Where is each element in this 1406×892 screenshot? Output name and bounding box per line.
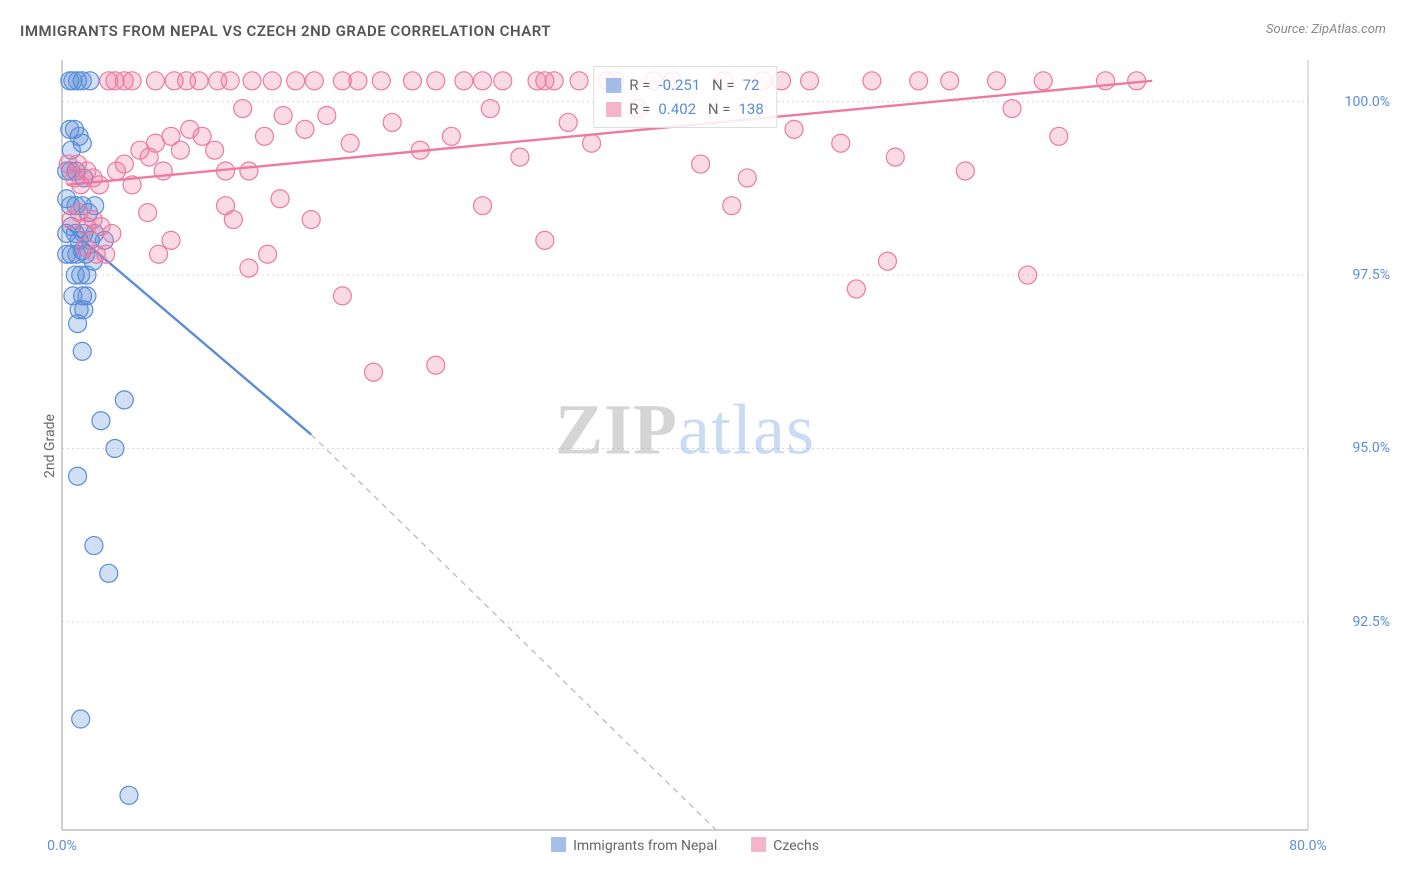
y-tick-label: 100.0% — [1345, 94, 1390, 110]
chart-title: IMMIGRANTS FROM NEPAL VS CZECH 2ND GRADE… — [20, 22, 551, 40]
y-tick-label: 95.0% — [1352, 440, 1390, 456]
n-value-nepal: 72 — [743, 73, 760, 97]
stats-row-czech: R =0.402 N =138 — [606, 97, 764, 121]
y-axis-label: 2nd Grade — [42, 414, 58, 478]
r-value-czech: 0.402 — [658, 97, 696, 121]
legend-item-czech: Czechs — [751, 837, 819, 854]
swatch-nepal — [606, 78, 621, 93]
y-tick-label: 97.5% — [1352, 267, 1390, 283]
x-tick-label: 80.0% — [1289, 838, 1327, 854]
scatter-chart — [62, 60, 1308, 830]
swatch-czech — [606, 102, 621, 117]
legend-bottom: Immigrants from Nepal Czechs — [551, 837, 819, 854]
legend-swatch-nepal — [551, 837, 566, 852]
y-tick-label: 92.5% — [1352, 614, 1390, 630]
legend-item-nepal: Immigrants from Nepal — [551, 837, 717, 854]
stats-row-nepal: R =-0.251 N =72 — [606, 73, 764, 97]
legend-swatch-czech — [751, 837, 766, 852]
stats-legend-box: R =-0.251 N =72 R =0.402 N =138 — [593, 66, 777, 128]
x-tick-label: 0.0% — [47, 838, 77, 854]
plot-area: R =-0.251 N =72 R =0.402 N =138 ZIPatlas… — [62, 60, 1308, 830]
source-label: Source: ZipAtlas.com — [1266, 22, 1386, 37]
r-value-nepal: -0.251 — [658, 73, 700, 97]
n-value-czech: 138 — [738, 97, 763, 121]
